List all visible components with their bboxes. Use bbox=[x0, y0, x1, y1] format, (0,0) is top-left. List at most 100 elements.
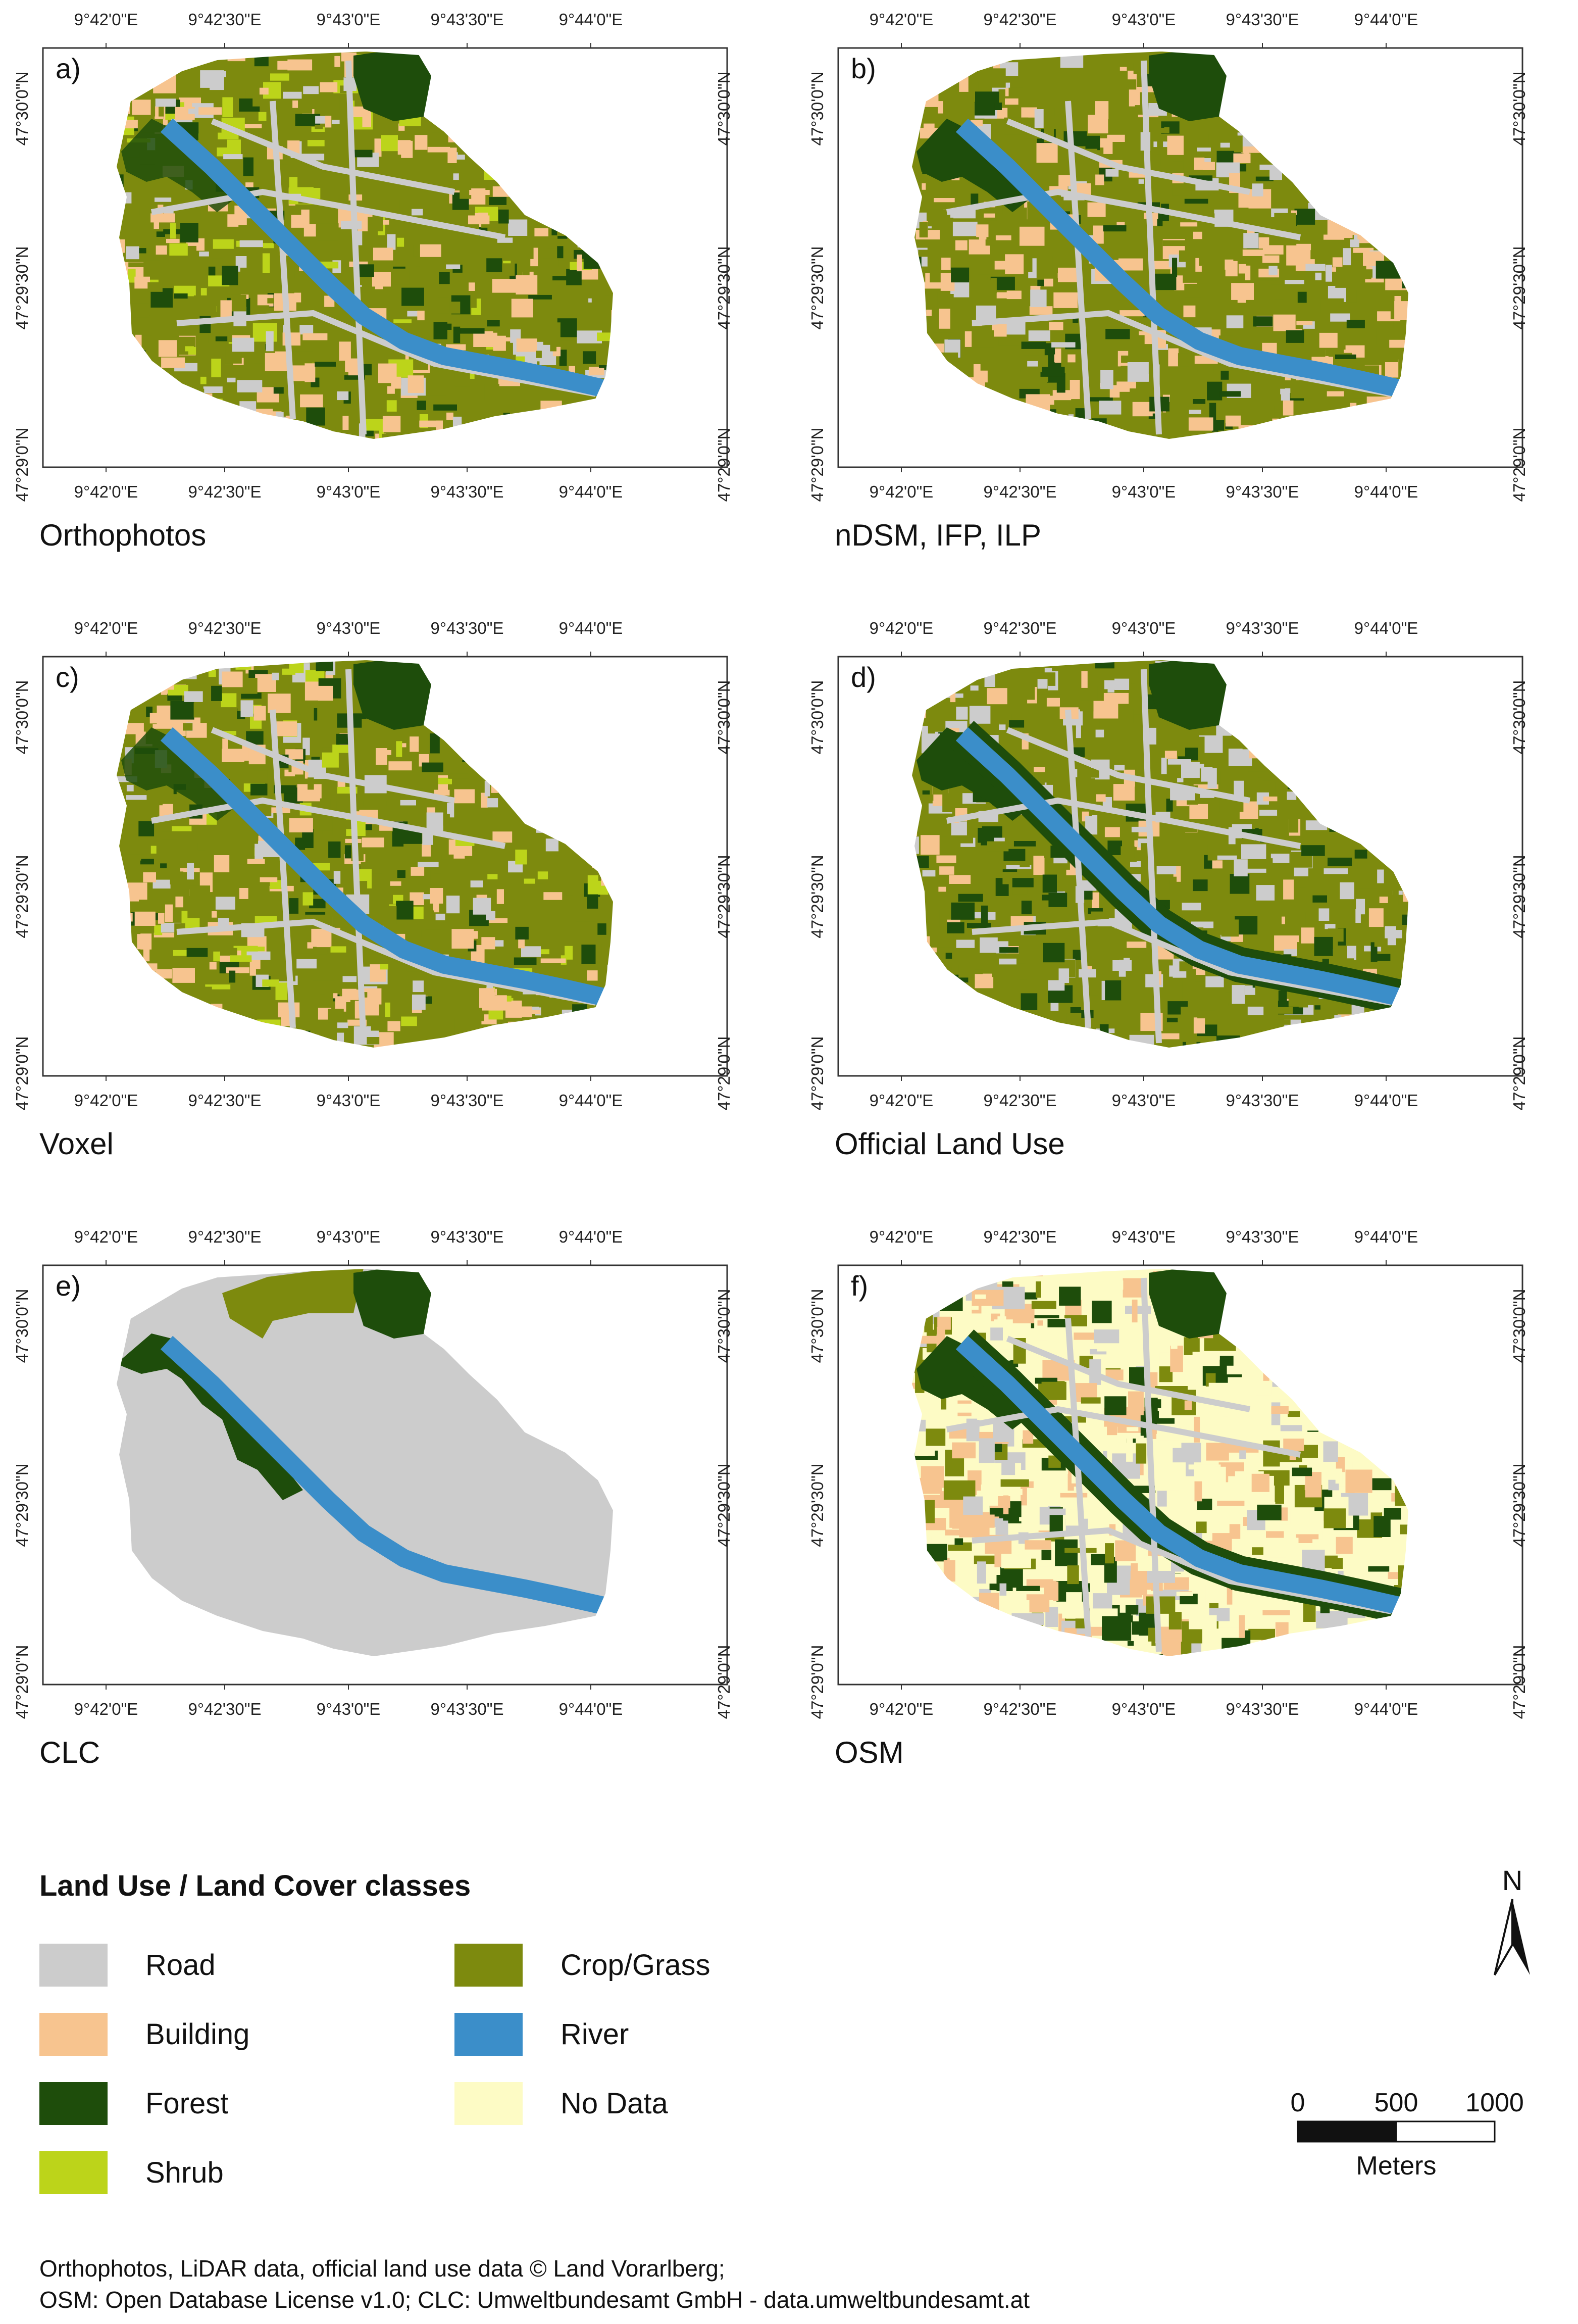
land-cover-patch bbox=[1082, 890, 1093, 900]
land-cover-patch bbox=[124, 120, 140, 129]
land-cover-patch bbox=[382, 416, 401, 432]
lon-tick-top: 9°44'0"E bbox=[1354, 10, 1418, 29]
land-cover-patch bbox=[1302, 1550, 1325, 1571]
land-cover-patch bbox=[1009, 720, 1025, 728]
land-cover-patch bbox=[1157, 137, 1163, 155]
land-cover-patch bbox=[511, 299, 533, 318]
land-cover-patch bbox=[1033, 65, 1054, 84]
river bbox=[955, 118, 1403, 398]
land-cover-patch bbox=[180, 223, 198, 242]
land-cover-patch bbox=[930, 931, 954, 948]
land-cover-patch bbox=[1336, 1457, 1345, 1472]
land-cover-patch bbox=[169, 243, 188, 256]
lon-tick-bottom: 9°43'0"E bbox=[317, 1700, 381, 1718]
road-line bbox=[150, 797, 506, 849]
land-cover-patch bbox=[1025, 1540, 1051, 1550]
land-cover-patch bbox=[1105, 329, 1130, 339]
land-cover-patch bbox=[412, 995, 426, 1010]
land-cover-patch bbox=[454, 789, 475, 804]
land-cover-patch bbox=[955, 240, 968, 251]
lon-tick-top: 9°43'0"E bbox=[1112, 10, 1176, 29]
lon-tick-top: 9°43'30"E bbox=[1226, 10, 1299, 29]
land-cover-patch bbox=[367, 1037, 380, 1045]
land-cover-patch bbox=[289, 898, 299, 914]
land-cover-patch bbox=[976, 224, 989, 237]
land-cover-patch bbox=[120, 854, 141, 861]
legend-item-river: River bbox=[454, 2011, 629, 2057]
land-cover-patch bbox=[1301, 927, 1314, 944]
land-cover-patch bbox=[1146, 1596, 1176, 1614]
land-cover-patch bbox=[1162, 240, 1187, 246]
land-cover-patch bbox=[975, 102, 995, 116]
land-cover-patch bbox=[244, 124, 262, 128]
land-cover-patch bbox=[1238, 264, 1246, 274]
land-cover-patch bbox=[140, 859, 154, 865]
north-arrow-icon bbox=[1494, 1899, 1513, 1976]
land-cover-patch bbox=[941, 1391, 947, 1410]
panel-caption: CLC bbox=[39, 1736, 100, 1769]
land-cover-patch bbox=[401, 1016, 417, 1026]
land-cover-patch bbox=[540, 958, 566, 963]
land-cover-patch bbox=[1340, 882, 1354, 900]
land-cover-patch bbox=[134, 276, 150, 289]
land-cover-patch bbox=[1324, 1508, 1346, 1528]
land-cover-patch bbox=[492, 831, 513, 843]
land-cover-patch bbox=[170, 223, 176, 239]
land-cover-patch bbox=[1263, 1440, 1280, 1467]
land-cover-patch bbox=[1092, 1608, 1118, 1616]
land-cover-patch bbox=[999, 958, 1016, 965]
lon-tick-top: 9°43'0"E bbox=[1112, 1227, 1176, 1246]
legend-label: No Data bbox=[561, 2087, 668, 2120]
north-arrow-icon-fill bbox=[1512, 1899, 1530, 1975]
land-cover-patch bbox=[575, 304, 600, 311]
land-cover-patch bbox=[1251, 1473, 1269, 1492]
land-cover-patch bbox=[1385, 359, 1399, 378]
land-cover-patch bbox=[223, 154, 243, 160]
land-cover-patch bbox=[229, 970, 236, 983]
land-cover-patch bbox=[543, 892, 563, 900]
land-cover-patch bbox=[534, 949, 549, 955]
land-cover-patch bbox=[552, 276, 569, 281]
land-cover-patch bbox=[213, 239, 234, 249]
land-cover-patch bbox=[323, 95, 340, 111]
land-cover-patch bbox=[1122, 665, 1130, 676]
land-cover-patch bbox=[1092, 1301, 1112, 1323]
land-cover-patch bbox=[1121, 355, 1137, 363]
land-cover-patch bbox=[1062, 1608, 1089, 1619]
lon-tick-top: 9°42'30"E bbox=[188, 1227, 262, 1246]
land-cover-patch bbox=[146, 786, 163, 806]
land-cover-patch bbox=[1374, 935, 1388, 947]
study-area-outline bbox=[115, 1267, 615, 1658]
lon-tick-top: 9°43'0"E bbox=[317, 10, 381, 29]
land-cover-patch bbox=[1259, 180, 1280, 191]
land-cover-patch bbox=[1180, 222, 1204, 227]
land-cover-patch bbox=[1019, 948, 1026, 964]
land-cover-patch bbox=[1260, 780, 1271, 794]
land-cover-patch bbox=[1053, 292, 1078, 308]
land-cover-patch bbox=[1304, 1485, 1322, 1491]
map-panel-d: 9°42'0"E 9°42'0"E 9°42'30"E 9°42'30"E 9°43'0… bbox=[795, 609, 1533, 1190]
land-cover-patch bbox=[373, 248, 393, 261]
land-cover-patch bbox=[193, 702, 203, 718]
land-cover-patch bbox=[1252, 183, 1263, 196]
land-cover-patch bbox=[288, 127, 300, 140]
land-cover-patch bbox=[1323, 1441, 1338, 1462]
land-cover-patch bbox=[414, 223, 427, 237]
land-cover-patch bbox=[999, 1583, 1007, 1596]
land-cover-patch bbox=[1365, 277, 1384, 283]
land-cover-patch bbox=[453, 173, 459, 180]
land-cover-patch bbox=[1271, 284, 1288, 289]
land-cover-patch bbox=[1196, 244, 1202, 254]
land-cover-patch bbox=[1273, 394, 1281, 413]
land-cover-patch bbox=[309, 899, 326, 909]
land-cover-patch bbox=[532, 923, 548, 938]
land-cover-patch bbox=[1090, 1349, 1107, 1355]
land-cover-patch bbox=[311, 126, 325, 132]
land-cover-patch bbox=[1167, 135, 1184, 155]
land-cover-patch bbox=[1154, 1471, 1179, 1491]
land-cover-patch bbox=[337, 1022, 348, 1028]
land-cover-patch bbox=[426, 812, 443, 831]
land-cover-patch bbox=[1321, 1009, 1329, 1023]
land-cover-patch bbox=[1287, 792, 1297, 800]
lon-tick-top: 9°43'0"E bbox=[317, 1227, 381, 1246]
